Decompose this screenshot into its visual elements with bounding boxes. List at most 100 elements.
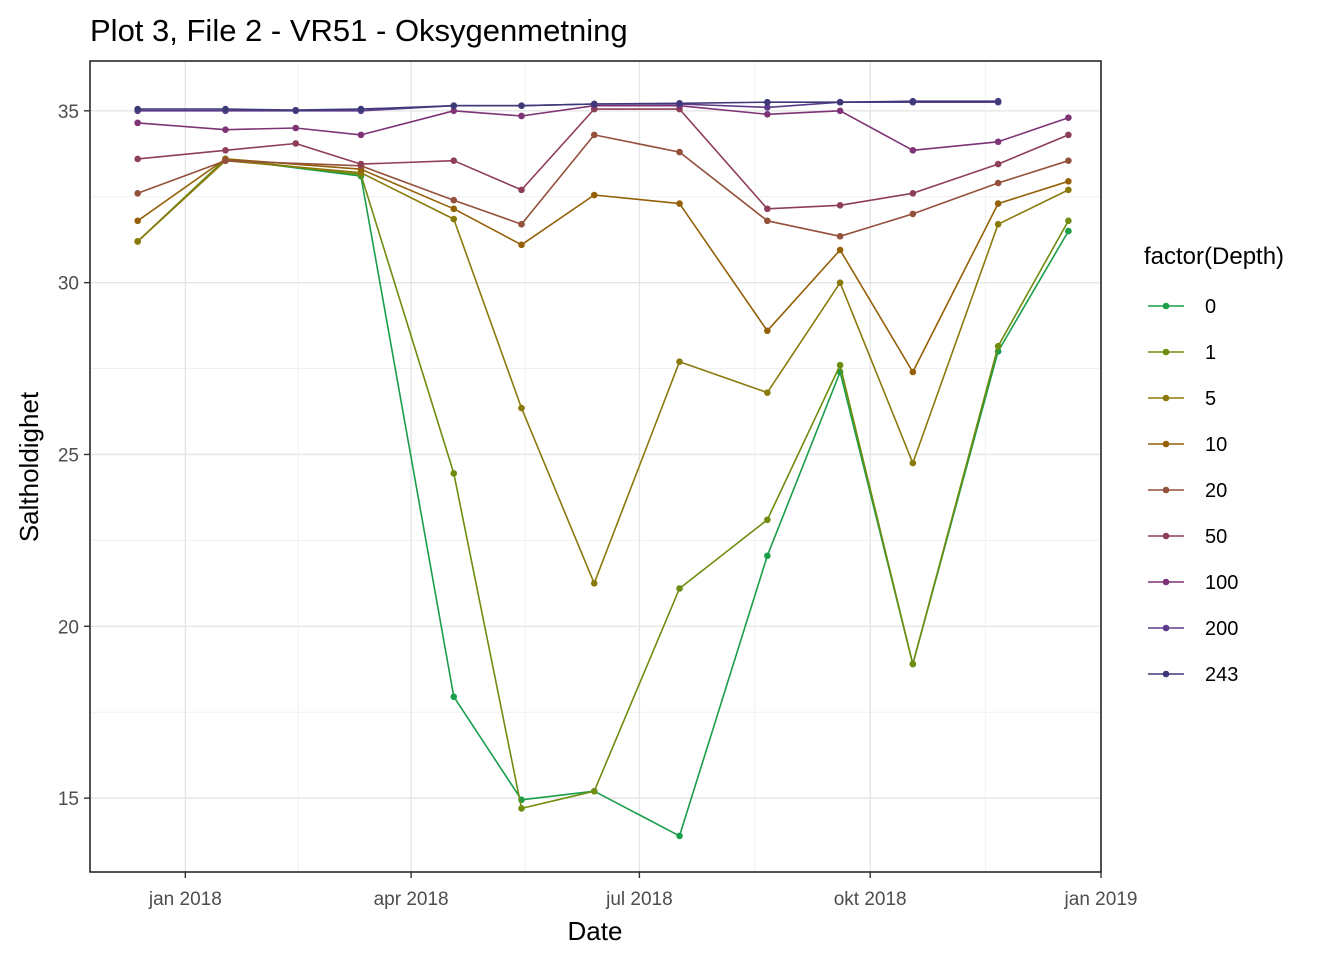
data-point — [836, 361, 844, 369]
data-point — [994, 160, 1002, 168]
data-point — [764, 104, 771, 111]
legend-key-point — [1162, 532, 1170, 540]
data-point — [994, 342, 1002, 350]
data-point — [134, 105, 141, 113]
data-point — [518, 112, 525, 120]
data-point — [357, 131, 365, 139]
legend-label: 20 — [1205, 480, 1227, 502]
data-point — [590, 131, 598, 139]
chart-title: Plot 3, File 2 - VR51 - Oksygenmetning — [90, 13, 628, 48]
data-point — [518, 186, 525, 194]
data-point — [994, 138, 1002, 146]
legend-label: 50 — [1205, 526, 1227, 548]
legend-key-point — [1162, 440, 1170, 448]
legend-item: 10 — [1148, 434, 1227, 456]
legend-key-point — [1162, 486, 1170, 494]
data-point — [836, 202, 844, 209]
series-20 — [134, 131, 1072, 240]
data-point — [764, 110, 771, 118]
data-point — [450, 107, 458, 115]
data-point — [764, 552, 771, 560]
x-tick-label: jan 2019 — [1064, 889, 1138, 910]
data-point — [909, 147, 917, 154]
data-point — [450, 157, 458, 164]
data-point — [450, 102, 458, 109]
series-50 — [134, 105, 1072, 213]
legend-label: 5 — [1205, 388, 1216, 410]
data-point — [676, 99, 683, 107]
data-point — [909, 210, 917, 218]
series-5 — [134, 157, 1072, 587]
data-point — [909, 459, 917, 467]
data-point — [1065, 114, 1072, 122]
data-point — [518, 102, 525, 109]
legend-label: 243 — [1205, 664, 1238, 686]
series-line — [137, 158, 1069, 373]
data-point — [1065, 227, 1072, 235]
data-point — [909, 660, 917, 668]
y-tick-label: 30 — [58, 274, 79, 295]
data-point — [590, 787, 598, 795]
data-point — [909, 368, 917, 376]
legend-key-point — [1162, 624, 1170, 632]
legend-item: 243 — [1148, 664, 1238, 686]
data-point — [134, 190, 141, 197]
data-point — [764, 217, 771, 225]
data-point — [1065, 217, 1072, 225]
data-point — [222, 147, 229, 154]
legend-key-point — [1162, 348, 1170, 356]
data-point — [836, 279, 844, 286]
legend-key-point — [1162, 578, 1170, 586]
data-point — [836, 98, 844, 106]
y-tick-label: 35 — [58, 102, 79, 123]
series-line — [137, 158, 1070, 810]
y-tick-label: 20 — [58, 617, 79, 638]
legend-key-point — [1162, 302, 1170, 310]
legend-item: 200 — [1148, 618, 1238, 640]
legend-label: 200 — [1205, 618, 1238, 640]
data-point — [994, 200, 1002, 207]
axes: 15 20 25 30 35 jan 2018 apr 2018 jul 2018 okt 20… — [58, 102, 1138, 910]
data-point — [994, 97, 1002, 105]
data-point — [357, 105, 365, 113]
series-line — [137, 134, 1069, 238]
data-point — [676, 585, 683, 592]
series-243 — [134, 97, 1002, 114]
legend-item: 50 — [1148, 526, 1227, 548]
data-point — [676, 832, 683, 840]
data-point — [222, 157, 229, 164]
data-point — [764, 516, 771, 524]
data-point — [357, 160, 365, 168]
series-line — [137, 159, 1069, 585]
legend-item: 20 — [1148, 480, 1227, 502]
data-point — [134, 119, 141, 127]
series-group — [134, 97, 1072, 840]
legend: factor(Depth) 0 1 5 10 20 50 100 200 243 — [1144, 243, 1284, 686]
y-tick-label: 15 — [58, 789, 79, 810]
data-point — [518, 805, 525, 812]
data-point — [518, 241, 525, 249]
data-point — [222, 126, 229, 134]
data-point — [836, 107, 844, 115]
data-point — [134, 155, 141, 163]
series-10 — [134, 155, 1072, 376]
legend-label: 0 — [1205, 296, 1216, 318]
legend-title: factor(Depth) — [1144, 243, 1284, 270]
data-point — [909, 190, 917, 197]
x-tick-label: jan 2018 — [148, 889, 222, 910]
legend-key-point — [1162, 670, 1170, 678]
series-line — [137, 100, 999, 111]
legend-label: 100 — [1205, 572, 1238, 594]
legend-item: 1 — [1148, 342, 1216, 364]
data-point — [1065, 186, 1072, 194]
data-point — [450, 215, 458, 223]
data-point — [590, 100, 598, 108]
data-point — [764, 98, 771, 106]
data-point — [292, 124, 300, 132]
data-point — [1065, 131, 1072, 139]
data-point — [590, 191, 598, 199]
y-axis-title: Saltholdighet — [14, 391, 44, 542]
data-point — [450, 693, 458, 701]
